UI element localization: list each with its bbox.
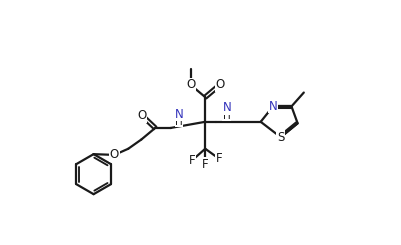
Text: F: F <box>215 152 222 165</box>
Text: O: O <box>137 109 146 122</box>
Text: O: O <box>215 78 224 91</box>
Text: H: H <box>175 117 182 127</box>
Text: O: O <box>109 148 119 161</box>
Text: F: F <box>201 158 208 171</box>
Text: O: O <box>186 78 195 91</box>
Text: F: F <box>188 154 195 167</box>
Text: N: N <box>222 101 231 114</box>
Text: N: N <box>174 108 183 121</box>
Text: H: H <box>223 111 230 121</box>
Text: S: S <box>276 131 284 144</box>
Text: N: N <box>268 100 277 113</box>
